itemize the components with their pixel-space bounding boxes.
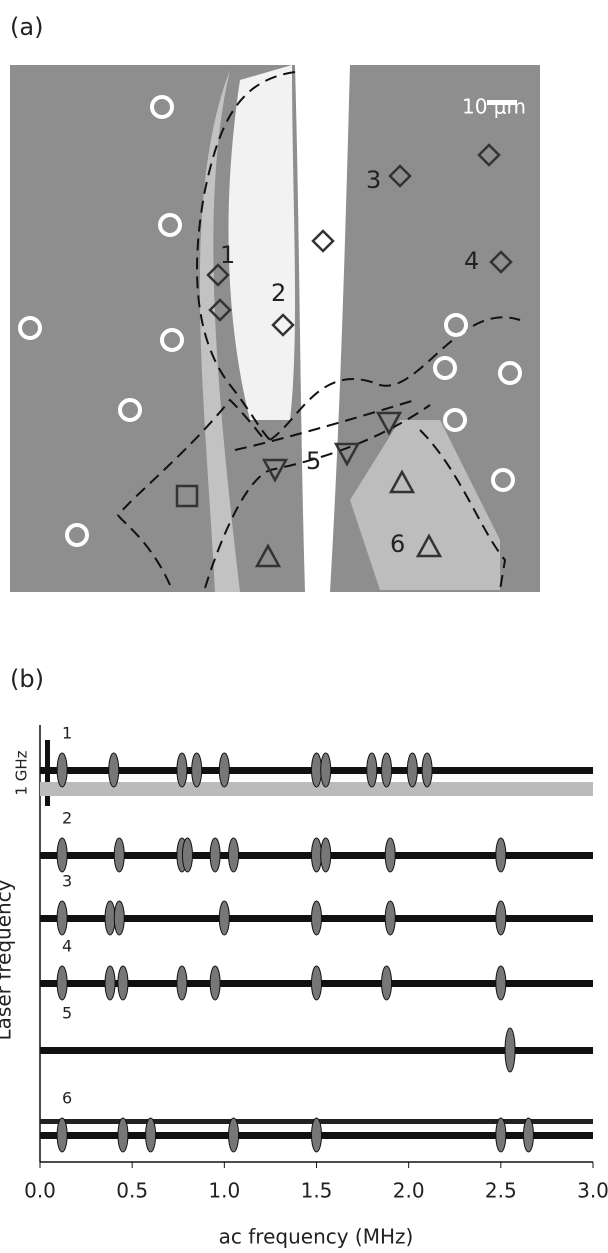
peak	[209, 965, 221, 1001]
peak	[191, 752, 203, 788]
peak	[218, 900, 230, 936]
micrograph: 10 μm 1 2 3 4 5 6	[10, 65, 540, 592]
trace-band	[40, 782, 593, 796]
region-label: 2	[271, 279, 286, 307]
peak	[384, 900, 396, 936]
peak	[311, 965, 322, 1001]
peak	[104, 900, 116, 936]
scale-bar-label: 1 GHz	[13, 750, 31, 795]
peak	[228, 837, 240, 873]
trace-label: 2	[62, 809, 72, 828]
y-axis-label: Laser frequency	[0, 879, 16, 1040]
panel-b-label: (b)	[10, 665, 44, 693]
peak	[113, 900, 125, 936]
peak	[495, 900, 507, 936]
x-tick-label: 3.0	[577, 1179, 608, 1203]
peak	[495, 837, 507, 873]
region-label: 6	[390, 530, 405, 558]
region-label: 5	[306, 447, 321, 475]
x-tick-label: 2.0	[393, 1179, 425, 1203]
panel-a-label: (a)	[10, 13, 43, 41]
region-label: 4	[464, 247, 479, 275]
x-axis-label: ac frequency (MHz)	[219, 1225, 414, 1249]
peak	[56, 752, 68, 788]
peak	[495, 1117, 507, 1153]
peak	[311, 752, 322, 788]
x-tick-label: 1.0	[208, 1179, 240, 1203]
peak	[218, 752, 230, 788]
trace-label: 5	[62, 1004, 72, 1023]
peak	[104, 965, 116, 1001]
x-tick-label: 0.0	[24, 1179, 56, 1203]
peak	[421, 752, 433, 788]
peak	[320, 837, 332, 873]
peak	[56, 965, 68, 1001]
scale-bar-label: 10 μm	[462, 95, 526, 119]
peak	[228, 1117, 240, 1153]
peak	[381, 752, 393, 788]
region-label: 1	[220, 241, 235, 269]
peak	[384, 837, 396, 873]
x-tick-label: 0.5	[116, 1179, 148, 1203]
region-label: 3	[366, 166, 381, 194]
x-tick-label: 2.5	[485, 1179, 517, 1203]
peak	[56, 900, 68, 936]
trace-label: 3	[62, 872, 72, 891]
peak	[495, 965, 507, 1001]
peak	[176, 965, 188, 1001]
peak	[145, 1117, 157, 1153]
peak	[176, 752, 188, 788]
peak	[311, 1117, 322, 1153]
peak	[181, 837, 193, 873]
peak	[113, 837, 125, 873]
peak	[522, 1117, 534, 1153]
peak	[406, 752, 418, 788]
peak	[117, 965, 129, 1001]
peak	[56, 1117, 68, 1153]
peak	[117, 1117, 129, 1153]
trace	[40, 1047, 593, 1054]
peak	[311, 837, 322, 873]
peak	[320, 752, 332, 788]
trace-label: 4	[62, 937, 72, 956]
peak	[381, 965, 393, 1001]
peak	[504, 1027, 516, 1073]
peak	[209, 837, 221, 873]
peak	[366, 752, 378, 788]
trace-label: 6	[62, 1089, 72, 1108]
x-tick-label: 1.5	[301, 1179, 333, 1203]
peak	[108, 752, 120, 788]
peak	[56, 837, 68, 873]
trace-label: 1	[62, 724, 72, 743]
peak	[311, 900, 322, 936]
